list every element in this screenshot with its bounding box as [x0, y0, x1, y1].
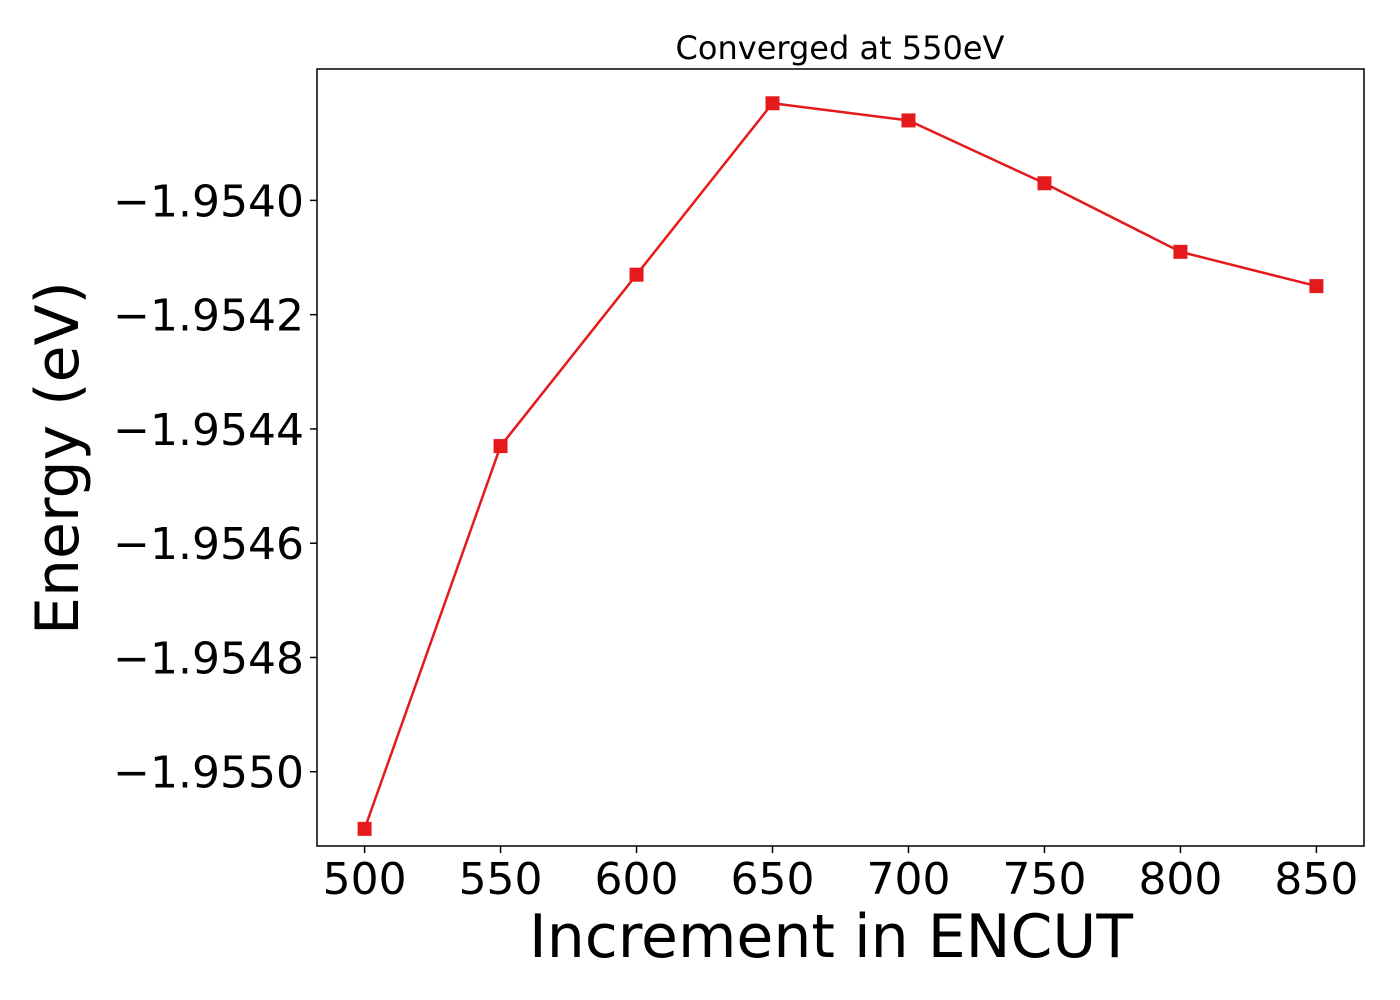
y-tick-label: −1.9550	[113, 748, 304, 799]
x-axis: 500 550 600 650 700 750 800 850	[323, 846, 1358, 905]
data-point-marker	[493, 439, 508, 454]
x-tick-label: 700	[866, 854, 950, 905]
x-tick-label: 800	[1138, 854, 1222, 905]
y-axis-label: Energy (eV)	[23, 281, 93, 635]
chart-title: Converged at 550eV	[676, 29, 1005, 67]
y-tick-label: −1.9548	[113, 633, 304, 684]
data-point-marker	[1037, 176, 1052, 191]
x-tick-label: 750	[1002, 854, 1086, 905]
y-tick-label: −1.9546	[113, 519, 304, 570]
x-tick-label: 600	[595, 854, 679, 905]
x-tick-label: 850	[1274, 854, 1358, 905]
data-point-marker	[357, 821, 372, 836]
x-tick-label: 500	[323, 854, 407, 905]
plot-area	[357, 96, 1324, 836]
data-point-marker	[765, 96, 780, 111]
plot-frame	[316, 68, 1365, 847]
data-point-marker	[901, 113, 916, 128]
y-tick-label: −1.9540	[113, 176, 304, 227]
y-tick-label: −1.9544	[113, 405, 304, 456]
x-axis-label: Increment in ENCUT	[529, 902, 1133, 972]
data-point-marker	[629, 267, 644, 282]
x-tick-label: 550	[459, 854, 543, 905]
y-axis: −1.9550 −1.9548 −1.9546 −1.9544 −1.9542 −1.95…	[113, 176, 317, 799]
x-tick-label: 650	[731, 854, 815, 905]
data-point-marker	[1173, 244, 1188, 259]
y-tick-label: −1.9542	[113, 291, 304, 342]
data-point-marker	[1309, 279, 1324, 294]
series-line	[363, 102, 1317, 830]
